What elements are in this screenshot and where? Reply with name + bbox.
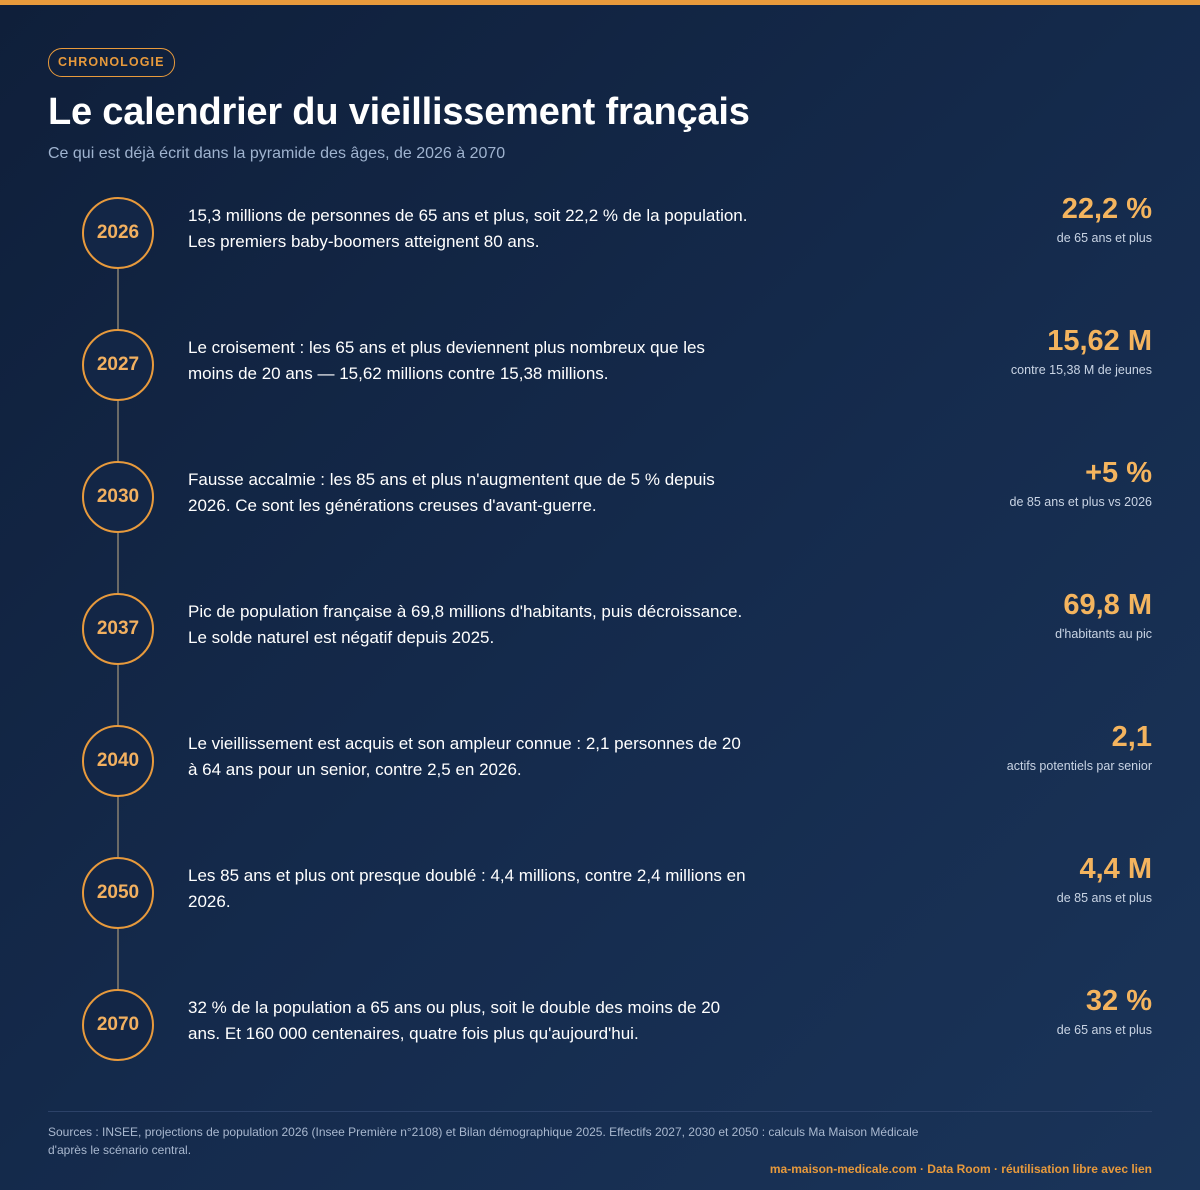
timeline-row: 2026 15,3 millions de personnes de 65 an… — [0, 193, 1200, 281]
stat-label: de 85 ans et plus vs 2026 — [1009, 495, 1152, 509]
stat-label: de 85 ans et plus — [1056, 891, 1152, 905]
timeline-description: Pic de population française à 69,8 milli… — [188, 602, 743, 647]
year-circle: 2037 — [82, 593, 154, 665]
timeline-description: 15,3 millions de personnes de 65 ans et … — [188, 206, 748, 251]
stat-label: actifs potentiels par senior — [1006, 759, 1152, 773]
timeline-row: 2050 Les 85 ans et plus ont presque doub… — [0, 853, 1200, 941]
page-title: Le calendrier du vieillissement français — [48, 91, 750, 133]
page-subtitle: Ce qui est déjà écrit dans la pyramide d… — [48, 145, 506, 162]
year-circle: 2027 — [82, 329, 154, 401]
stat-value: 15,62 M — [1047, 325, 1152, 357]
timeline-row: 2070 32 % de la population a 65 ans ou p… — [0, 985, 1200, 1073]
stat-value: 4,4 M — [1079, 853, 1152, 885]
timeline-stat: +5 % de 85 ans et plus vs 2026 — [1010, 453, 1152, 509]
stat-value: 22,2 % — [1061, 193, 1152, 225]
stat-label: de 65 ans et plus — [1056, 231, 1152, 245]
timeline-row: 2027 Le croisement : les 65 ans et plus … — [0, 325, 1200, 413]
stat-value: +5 % — [1085, 457, 1152, 489]
timeline-description: 32 % de la population a 65 ans ou plus, … — [188, 998, 721, 1043]
timeline-stat: 22,2 % de 65 ans et plus — [1057, 189, 1152, 245]
timeline-stat: 32 % de 65 ans et plus — [1057, 981, 1152, 1037]
sources-note: Sources : INSEE, projections de populati… — [48, 1125, 919, 1157]
year-circle: 2050 — [82, 857, 154, 929]
year-circle: 2070 — [82, 989, 154, 1061]
category-badge: CHRONOLOGIE — [48, 48, 175, 77]
timeline-description: Fausse accalmie : les 85 ans et plus n'a… — [188, 470, 715, 515]
timeline-stat: 69,8 M d'habitants au pic — [1055, 585, 1152, 641]
timeline-stat: 15,62 M contre 15,38 M de jeunes — [1011, 321, 1152, 377]
footer-divider — [48, 1111, 1152, 1112]
stat-value: 32 % — [1085, 985, 1152, 1017]
stat-label: d'habitants au pic — [1055, 627, 1152, 641]
stat-label: contre 15,38 M de jeunes — [1010, 363, 1152, 377]
timeline-row: 2030 Fausse accalmie : les 85 ans et plu… — [0, 457, 1200, 545]
timeline-row: 2037 Pic de population française à 69,8 … — [0, 589, 1200, 677]
timeline-stat: 2,1 actifs potentiels par senior — [1007, 717, 1152, 773]
timeline-row: 2040 Le vieillissement est acquis et son… — [0, 721, 1200, 809]
timeline-stat: 4,4 M de 85 ans et plus — [1057, 849, 1152, 905]
footer-credit-link[interactable]: ma-maison-medicale.com · Data Room · réu… — [769, 1162, 1152, 1176]
stat-value: 2,1 — [1111, 721, 1152, 753]
year-circle: 2040 — [82, 725, 154, 797]
timeline-description: Le vieillissement est acquis et son ampl… — [188, 734, 741, 779]
stat-label: de 65 ans et plus — [1056, 1023, 1152, 1037]
year-circle: 2026 — [82, 197, 154, 269]
stat-value: 69,8 M — [1063, 589, 1152, 621]
year-circle: 2030 — [82, 461, 154, 533]
timeline-description: Les 85 ans et plus ont presque doublé : … — [188, 866, 746, 911]
timeline-description: Le croisement : les 65 ans et plus devie… — [188, 338, 705, 383]
